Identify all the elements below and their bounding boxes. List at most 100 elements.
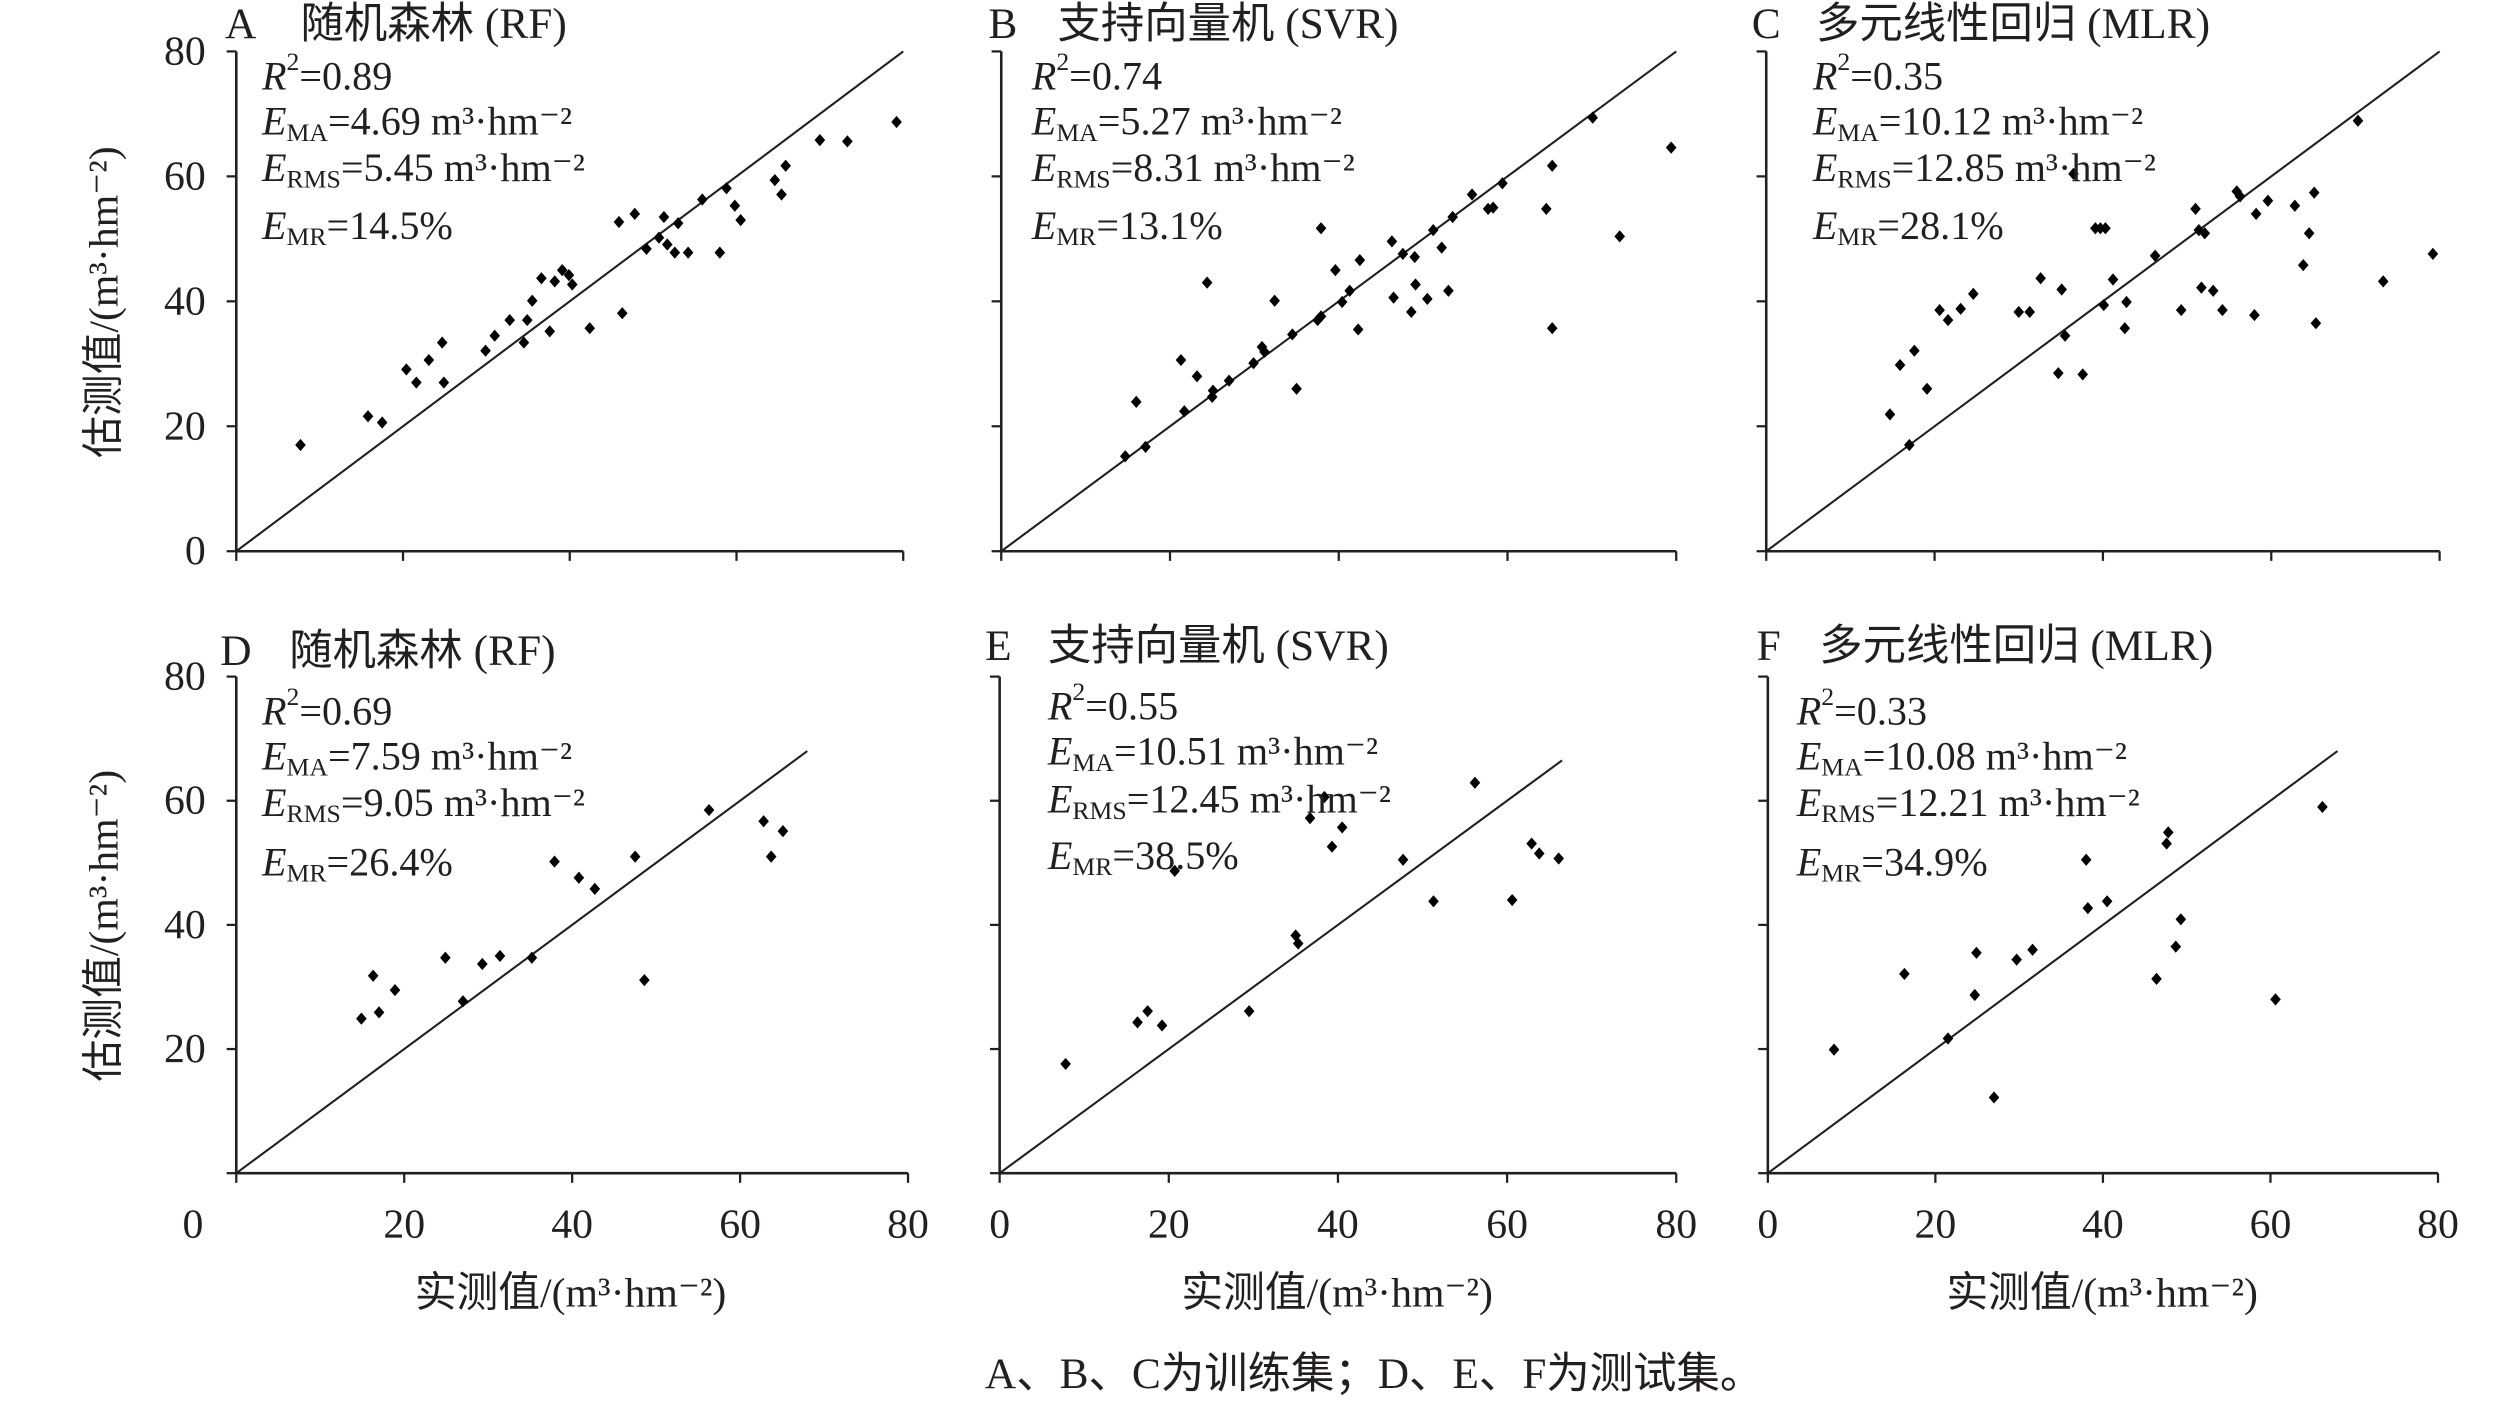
data-point: [2249, 308, 2260, 322]
x-tick-label: 40: [2082, 1202, 2124, 1248]
stat-symbol: E: [261, 733, 287, 778]
y-tick-label: 20: [164, 1026, 206, 1072]
reference-line: [235, 50, 904, 553]
data-point: [814, 134, 826, 147]
stat-r2: R2=0.89: [261, 47, 392, 98]
stat-symbol: E: [1812, 202, 1838, 247]
data-point: [2175, 303, 2187, 317]
data-point: [2207, 284, 2219, 297]
x-tick-label: 60: [719, 1202, 761, 1248]
x-tick-label: 20: [383, 1202, 425, 1248]
stat-ema: EMA=5.27 m³·hm⁻²: [1031, 98, 1342, 146]
data-point: [1169, 864, 1181, 877]
stat-value: =0.89: [299, 53, 392, 98]
stat-subscript: RMS: [1821, 799, 1875, 828]
stat-emr: EMR=34.9%: [1796, 839, 1988, 887]
data-point: [672, 217, 684, 230]
stat-erms: ERMS=12.45 m³·hm⁻²: [1047, 776, 1391, 824]
data-point: [1352, 323, 1364, 336]
data-point: [1427, 224, 1439, 237]
data-point: [1304, 812, 1316, 825]
data-point: [2289, 199, 2301, 212]
data-point: [2308, 186, 2320, 199]
stat-superscript: 2: [287, 47, 300, 76]
data-point: [1191, 370, 1203, 383]
data-point: [721, 182, 732, 195]
data-point: [489, 329, 501, 342]
data-point: [549, 855, 560, 868]
data-point: [777, 825, 789, 838]
stat-subscript: RMS: [1837, 164, 1891, 193]
data-point: [2175, 913, 2187, 926]
data-point: [1894, 358, 1906, 372]
data-point: [1506, 893, 1518, 907]
x-tick-label: 0: [989, 1202, 1010, 1248]
stat-r2: R2=0.35: [1812, 47, 1943, 98]
data-point: [2190, 202, 2201, 215]
stat-superscript: 2: [1056, 47, 1069, 76]
data-point: [2013, 305, 2025, 319]
data-point: [891, 115, 902, 129]
data-point: [1326, 840, 1338, 853]
x-tick-label: 40: [551, 1202, 593, 1248]
data-point: [697, 193, 708, 206]
data-point: [549, 275, 561, 288]
data-point: [1292, 937, 1304, 950]
panel-title: 多元线性回归 (MLR): [1819, 622, 2213, 670]
x-tick-label: 80: [887, 1202, 929, 1248]
stat-value: =10.12 m³·hm⁻²: [1879, 98, 2143, 143]
data-point: [1397, 853, 1409, 866]
panel-title: 多元线性回归 (MLR): [1816, 0, 2210, 48]
stat-symbol: E: [261, 98, 287, 143]
data-point: [1828, 1043, 1840, 1056]
data-point: [1909, 344, 1920, 357]
stat-symbol: E: [1031, 202, 1057, 247]
data-point: [2310, 317, 2322, 330]
data-point: [1223, 374, 1235, 387]
stat-value: =38.5%: [1112, 832, 1238, 877]
stat-subscript: RMS: [287, 164, 341, 193]
data-point: [1336, 821, 1348, 834]
stat-emr: EMR=13.1%: [1031, 202, 1223, 250]
stat-r2: R2=0.55: [1047, 677, 1178, 728]
data-point: [1553, 852, 1564, 865]
data-point: [769, 174, 781, 187]
data-point: [780, 159, 791, 172]
data-point: [1319, 790, 1330, 804]
panel-title: 随机森林 (RF): [289, 627, 555, 675]
data-point: [438, 376, 450, 389]
data-point: [653, 231, 665, 244]
data-point: [389, 983, 401, 997]
data-point: [1587, 111, 1599, 124]
data-point: [613, 215, 625, 229]
stat-value: =10.08 m³·hm⁻²: [1863, 733, 2127, 778]
stat-symbol: R: [1812, 53, 1838, 98]
stat-value: =0.55: [1085, 683, 1178, 728]
stat-subscript: MA: [1837, 117, 1879, 146]
stat-symbol: E: [1796, 733, 1822, 778]
y-tick-label: 0: [185, 528, 206, 574]
stat-value: =0.33: [1834, 688, 1927, 733]
data-point: [1665, 141, 1677, 154]
x-tick-label: 60: [1486, 1202, 1528, 1248]
stat-subscript: RMS: [1056, 164, 1110, 193]
data-point: [1942, 313, 1954, 327]
stat-symbol: E: [261, 145, 287, 190]
data-point: [1291, 382, 1302, 395]
data-point: [401, 363, 412, 376]
data-point: [584, 322, 596, 335]
data-point: [658, 210, 670, 224]
stat-value: =0.74: [1069, 53, 1162, 98]
data-point: [1969, 988, 1981, 1002]
data-point: [1142, 1005, 1153, 1018]
y-tick-label: 60: [164, 778, 206, 824]
data-point: [1422, 292, 1433, 305]
data-point: [1259, 345, 1270, 359]
stat-subscript: MA: [1821, 752, 1863, 781]
data-point: [1934, 303, 1945, 317]
stat-r2: R2=0.69: [261, 681, 392, 732]
x-tick-label: 60: [2250, 1202, 2292, 1248]
